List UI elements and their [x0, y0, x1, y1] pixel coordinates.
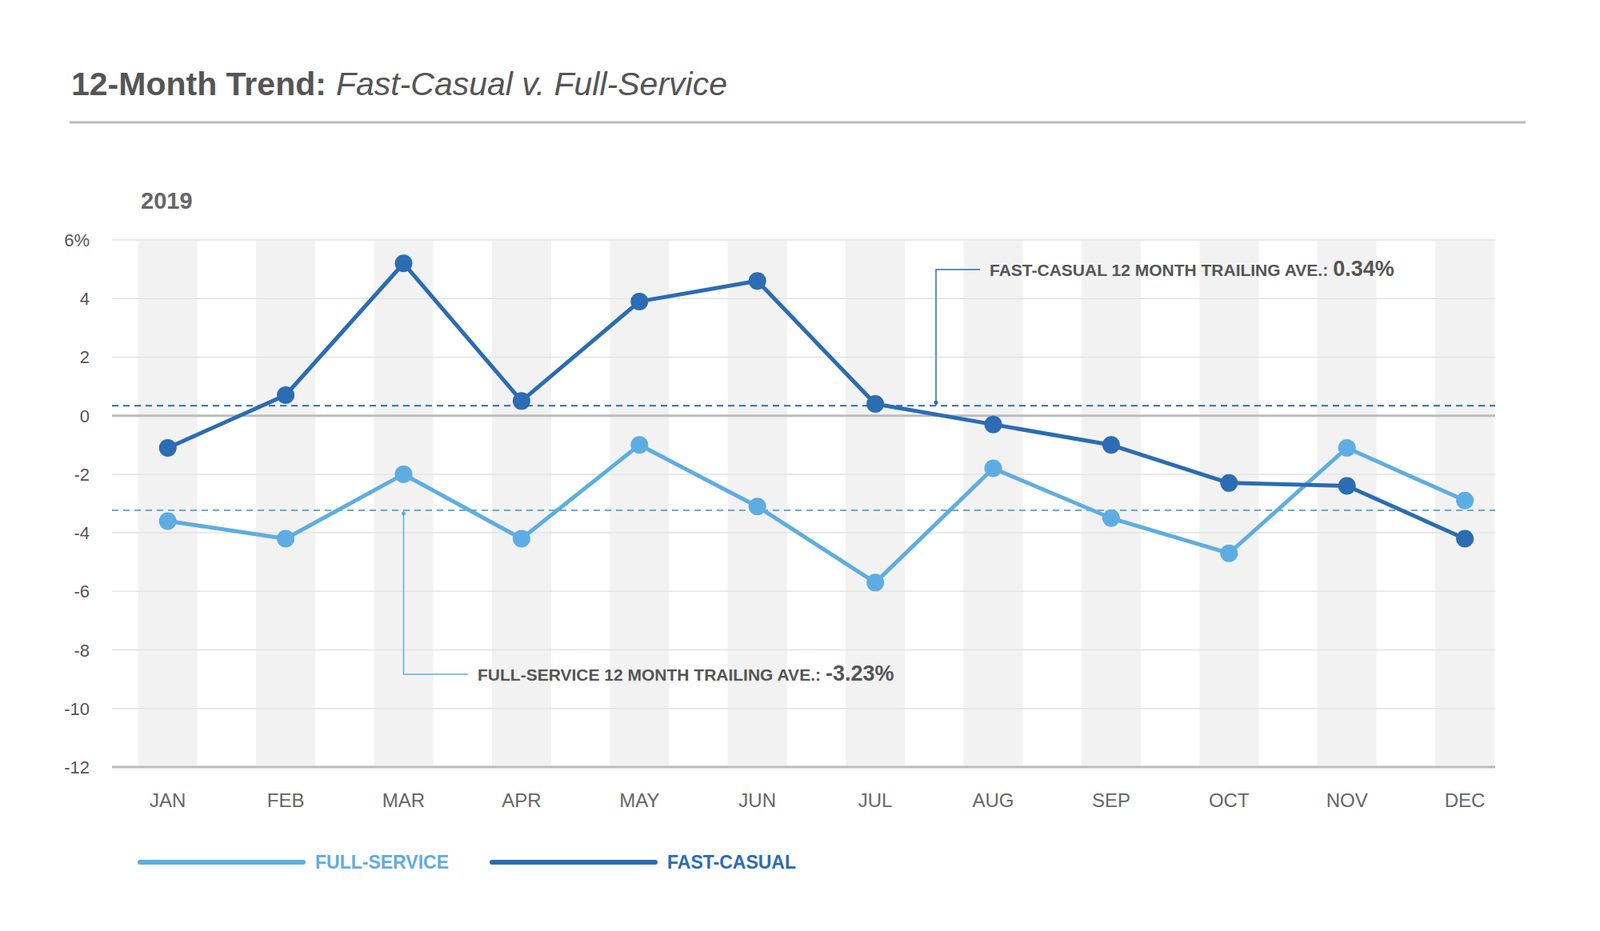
- legend-swatch: [140, 860, 304, 865]
- reference-line: [112, 404, 1496, 407]
- marker: [1456, 492, 1474, 510]
- x-tick-label: OCT: [1208, 789, 1250, 812]
- grid-line: [112, 766, 1496, 769]
- marker: [1102, 509, 1120, 528]
- marker: [395, 465, 413, 484]
- reference-line: [112, 509, 1496, 512]
- marker: [630, 436, 648, 454]
- annotation-value: -3.23%: [825, 661, 895, 686]
- title: 12-Month Trend:Fast-Casual v. Full-Servi…: [71, 65, 728, 103]
- marker: [1456, 529, 1474, 548]
- x-tick-label: JUN: [738, 789, 776, 812]
- grid-line: [112, 591, 1496, 593]
- y-tick-label: -10: [64, 699, 90, 720]
- marker: [630, 292, 648, 311]
- marker: [395, 254, 413, 272]
- title-sub: Fast-Casual v. Full-Service: [336, 65, 728, 103]
- band: [1199, 240, 1259, 768]
- x-tick-label: NOV: [1326, 789, 1368, 812]
- legend-label: FAST-CASUAL: [667, 852, 796, 873]
- marker: [866, 395, 884, 413]
- title-rule: [69, 121, 1526, 124]
- marker: [159, 439, 177, 457]
- grid-line: [112, 532, 1496, 534]
- x-tick-label: DEC: [1444, 789, 1486, 812]
- marker: [1220, 544, 1238, 563]
- marker: [1102, 436, 1120, 454]
- annotation-dot: [934, 400, 939, 405]
- y-tick-label: -8: [73, 640, 90, 661]
- marker: [984, 416, 1003, 434]
- band: [964, 240, 1024, 768]
- x-tick-label: JUL: [858, 789, 893, 812]
- band: [1435, 240, 1495, 768]
- band: [845, 240, 905, 768]
- period-label: 2019: [140, 188, 193, 214]
- legend-label: FULL-SERVICE: [315, 852, 449, 873]
- band: [728, 240, 788, 768]
- y-tick-label: -4: [73, 523, 90, 544]
- grid: -12 -10 -8 -6 -4 -2 0 2 4 6%: [64, 230, 1496, 778]
- grid-line: [112, 708, 1496, 710]
- category-bands: [138, 240, 1495, 768]
- y-tick-label: -2: [73, 464, 90, 485]
- grid-line: [112, 414, 1496, 417]
- series: [159, 254, 1474, 548]
- series-line: [168, 444, 1465, 583]
- band: [374, 240, 434, 768]
- y-tick-label: 6%: [64, 230, 90, 251]
- grid-line: [112, 473, 1496, 476]
- annotation-value: 0.34%: [1332, 256, 1395, 281]
- legend: FULL-SERVICE FAST-CASUAL: [140, 852, 796, 873]
- grid-line: [112, 239, 1496, 241]
- annotation-connector: [936, 269, 980, 406]
- x-tick-label: FEB: [267, 789, 305, 812]
- band: [1081, 240, 1141, 768]
- marker: [512, 529, 531, 548]
- chart: 12-Month Trend:Fast-Casual v. Full-Servi…: [0, 0, 1600, 931]
- marker: [866, 573, 884, 592]
- y-tick-label: -12: [64, 757, 90, 778]
- series-line: [168, 263, 1465, 539]
- marker: [1338, 477, 1356, 496]
- x-tick-label: APR: [501, 789, 541, 812]
- series: [159, 436, 1474, 592]
- annotation-text: FAST-CASUAL 12 MONTH TRAILING AVE.:: [989, 260, 1328, 280]
- x-tick-label: MAY: [619, 789, 660, 812]
- annotation: FAST-CASUAL 12 MONTH TRAILING AVE.:0.34%: [989, 256, 1395, 281]
- marker: [512, 392, 531, 410]
- plot-area: [112, 254, 1496, 592]
- band: [256, 240, 316, 768]
- marker: [748, 497, 767, 516]
- marker: [276, 529, 295, 548]
- x-tick-label: SEP: [1092, 789, 1131, 812]
- grid-line: [112, 297, 1496, 300]
- grid-line: [112, 649, 1496, 652]
- y-tick-label: 2: [80, 347, 90, 368]
- marker: [748, 272, 767, 290]
- band: [138, 240, 198, 768]
- x-tick-label: MAR: [382, 789, 425, 812]
- marker: [984, 460, 1003, 478]
- y-tick-label: 0: [80, 406, 90, 427]
- band: [1317, 240, 1377, 768]
- x-tick-label: AUG: [972, 789, 1014, 812]
- marker: [159, 512, 177, 530]
- annotations: FAST-CASUAL 12 MONTH TRAILING AVE.:0.34%…: [401, 256, 1395, 686]
- marker: [276, 386, 295, 404]
- marker: [1220, 474, 1238, 492]
- annotation-dot: [401, 511, 406, 516]
- title-main: 12-Month Trend:: [71, 65, 327, 103]
- marker: [1338, 439, 1356, 457]
- y-tick-label: -6: [73, 581, 90, 602]
- x-tick-label: JAN: [149, 789, 186, 812]
- annotation-connector: [404, 510, 469, 675]
- annotation: FULL-SERVICE 12 MONTH TRAILING AVE.:-3.2…: [477, 661, 895, 686]
- annotation-text: FULL-SERVICE 12 MONTH TRAILING AVE.:: [477, 665, 821, 684]
- y-tick-label: 4: [80, 288, 90, 309]
- legend-swatch: [492, 860, 656, 865]
- band: [492, 240, 552, 768]
